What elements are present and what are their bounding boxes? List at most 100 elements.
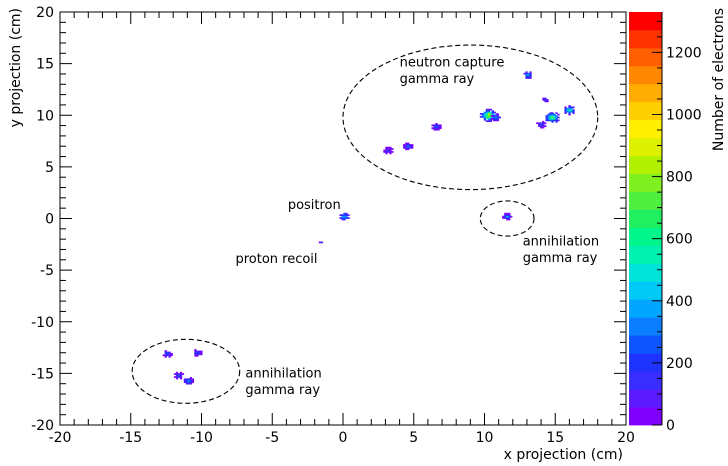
cluster-cell	[553, 116, 556, 119]
cluster-cell	[549, 115, 552, 117]
cluster-cell	[510, 215, 513, 218]
cluster-cell	[508, 212, 511, 215]
cluster-cell	[508, 214, 511, 217]
cluster-cell	[544, 122, 547, 125]
dashed-ellipse-2	[131, 338, 241, 404]
cluster-cell	[387, 146, 390, 149]
colorbar-segment	[629, 371, 662, 390]
cluster-cell	[405, 148, 408, 151]
cluster-cell	[385, 149, 388, 152]
cluster-13	[162, 350, 173, 358]
cluster-cell	[164, 354, 167, 357]
cluster-cell	[187, 382, 191, 385]
cluster-cell	[389, 148, 392, 150]
cluster-cell	[439, 127, 442, 130]
cluster-cell	[198, 350, 201, 353]
colorbar-segment	[629, 299, 662, 318]
cluster-cell	[527, 75, 530, 78]
cluster-cell	[168, 353, 171, 355]
cluster-cell	[191, 378, 195, 381]
cluster-cell	[504, 214, 507, 217]
cluster-cell	[538, 125, 541, 128]
cluster-cell	[194, 350, 197, 353]
cluster-cell	[542, 125, 545, 128]
cluster-cell	[506, 218, 509, 221]
cluster-cell	[391, 151, 394, 153]
x-tick-label: 10	[476, 430, 494, 446]
cluster-cell	[189, 381, 193, 384]
colorbar-segment	[629, 263, 662, 282]
cluster-cell	[189, 376, 193, 379]
cluster-cell	[529, 74, 532, 77]
cluster-cell	[542, 122, 545, 125]
cluster-cell	[403, 144, 406, 146]
x-tick-label: 0	[339, 430, 348, 446]
cluster-cell	[175, 373, 179, 376]
colorbar-segment	[629, 209, 662, 228]
cluster-cell	[549, 113, 552, 116]
colorbar-segment	[629, 191, 662, 210]
dashed-ellipse-1	[479, 200, 535, 237]
cluster-cell	[545, 116, 548, 119]
cluster-cell	[187, 379, 191, 382]
cluster-cell	[345, 212, 348, 215]
cluster-cell	[493, 111, 496, 114]
cluster-cell	[564, 112, 567, 115]
cluster-cell	[538, 122, 541, 125]
cluster-cell	[523, 72, 526, 75]
cluster-cell	[496, 113, 500, 116]
colorbar-segment	[629, 353, 662, 372]
y-tick-label: 15	[36, 57, 54, 73]
cluster-cell	[557, 113, 560, 116]
cluster-cell	[557, 116, 560, 119]
cluster-cell	[555, 118, 558, 120]
colorbar: 0 200 400 600 800 1000 1200	[629, 12, 702, 434]
cluster-cell	[343, 212, 346, 215]
colorbar-segment	[629, 101, 662, 121]
colorbar-tick-label: 200	[666, 356, 693, 372]
cluster-cell	[568, 106, 571, 109]
cluster-cell	[494, 116, 498, 119]
cluster-cell	[343, 218, 346, 221]
colorbar-tick-label: 400	[666, 294, 693, 310]
cluster-cell	[175, 374, 179, 377]
annotation-label-5: gamma ray	[523, 251, 598, 266]
cluster-cell	[553, 113, 556, 116]
colorbar-tick-label: 1200	[666, 45, 702, 61]
x-axis-title: x projection (cm)	[504, 447, 623, 463]
cluster-cell	[494, 119, 498, 122]
cluster-cell	[387, 151, 390, 153]
annotation-ellipses	[131, 44, 599, 404]
cluster-cell	[490, 115, 494, 117]
cluster-cell	[437, 125, 440, 128]
colorbar-tick-label: 600	[666, 232, 693, 248]
cluster-cell	[435, 125, 438, 128]
x-tick-label: 15	[546, 430, 564, 446]
cluster-cell	[345, 217, 348, 219]
cluster-16	[183, 376, 195, 385]
cluster-cell	[198, 353, 201, 356]
colorbar-segment	[629, 137, 662, 157]
x-tick-label: -20	[49, 430, 72, 446]
cluster-cell	[409, 144, 412, 146]
cluster-cell	[542, 97, 545, 100]
cluster-cell	[557, 119, 560, 122]
cluster-cell	[568, 109, 571, 112]
cluster-cell	[547, 119, 550, 122]
cluster-cell	[504, 212, 507, 215]
cluster-cell	[564, 109, 567, 112]
cluster-cell	[181, 373, 185, 376]
cluster-cell	[544, 125, 547, 128]
x-tick-label: -15	[119, 430, 142, 446]
cluster-cell	[485, 111, 489, 114]
cluster-cell	[187, 381, 191, 384]
cluster-cell	[568, 112, 571, 115]
cluster-10	[542, 97, 549, 103]
cluster-cell	[508, 215, 511, 218]
cluster-cell	[347, 217, 350, 219]
cluster-0	[339, 212, 350, 221]
cluster-cell	[529, 71, 532, 74]
cluster-cell	[403, 145, 406, 148]
cluster-cell	[547, 115, 550, 117]
cluster-cell	[431, 124, 434, 127]
